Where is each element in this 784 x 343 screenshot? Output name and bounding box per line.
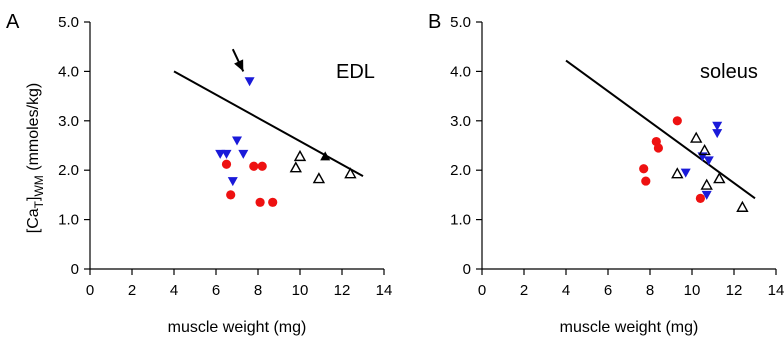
- panel-a-x-tick-label: 0: [86, 282, 94, 299]
- panel-a-point-open-triangle: [312, 172, 326, 184]
- panel-a-point-down-triangle: [244, 77, 255, 87]
- panel-b-point-open-triangle: [671, 167, 684, 179]
- y-axis-label-sub-wm: WM: [32, 175, 46, 196]
- panel-a-point-circle: [255, 197, 265, 207]
- panel-b-annotation: soleus: [700, 61, 758, 83]
- panel-a-y-tick-label: 2.0: [58, 162, 79, 179]
- panel-b-y-tick-label: 4.0: [450, 63, 471, 80]
- panel-b-point-circle: [653, 143, 664, 153]
- panel-b-y-tick-label: 0: [463, 261, 471, 278]
- panel-a: A EDL muscle weight (mg) 0 2 4 6 8 10 12 14 0 1.0…: [6, 11, 392, 336]
- panel-a-x-tick-label: 12: [334, 282, 351, 299]
- panel-a-point-circle: [257, 161, 267, 171]
- panel-a-point-circle: [249, 161, 259, 171]
- panel-b-x-tick-label: 8: [646, 282, 654, 299]
- panel-a-x-axis-label: muscle weight (mg): [168, 319, 307, 336]
- panel-a-x-tick-label: 6: [212, 282, 220, 299]
- panel-b-point-open-triangle: [736, 200, 749, 212]
- panel-a-plot-area: 0 2 4 6 8 10 12 14 0 1.0 2.0 3.0 4.0 5.0: [58, 14, 392, 299]
- panel-b-y-tick-label: 5.0: [450, 14, 471, 31]
- panel-a-x-tick-label: 10: [292, 282, 309, 299]
- panel-a-point-circle: [226, 190, 236, 200]
- panel-b-point-open-triangle: [690, 131, 703, 143]
- panel-a-point-circle: [268, 197, 278, 207]
- panel-a-point-open-triangle: [289, 161, 302, 173]
- y-axis-label-sub-t: T: [32, 200, 46, 208]
- panel-a-point-circle: [221, 159, 232, 169]
- panel-b-y-tick-label: 3.0: [450, 113, 471, 130]
- panel-a-point-open-triangle: [293, 149, 307, 162]
- panel-b-x-tick-label: 6: [604, 282, 612, 299]
- panel-b-point-down-triangle: [712, 129, 723, 139]
- panel-b-point-down-triangle: [701, 190, 712, 200]
- panel-b-x-tick-label: 10: [684, 282, 701, 299]
- panel-b-point-circle: [641, 176, 651, 186]
- y-axis-label-close: ]: [25, 197, 42, 201]
- panel-a-x-tick-label: 4: [170, 282, 178, 299]
- panel-b-x-tick-label: 12: [726, 282, 743, 299]
- panel-b-plot-area: 0 2 4 6 8 10 12 14 0 1.0 2.0 3.0 4.0 5.0: [450, 14, 784, 299]
- panel-a-point-open-triangle: [344, 167, 357, 179]
- panel-a-y-tick-label: 3.0: [58, 113, 79, 130]
- panel-b-point-open-triangle: [698, 143, 711, 156]
- panel-a-point-down-triangle: [221, 149, 232, 159]
- panel-a-arrow-head: [234, 59, 244, 72]
- panel-b-x-tick-label: 2: [520, 282, 528, 299]
- panel-a-annotation: EDL: [336, 61, 375, 83]
- panel-b-point-circle: [639, 164, 649, 174]
- panel-b-x-tick-label: 4: [562, 282, 570, 299]
- panel-b-x-axis-label: muscle weight (mg): [560, 319, 699, 336]
- y-axis-label-units: (mmoles/kg): [25, 83, 42, 175]
- panel-a-regression-line: [173, 70, 364, 178]
- panel-b-regression-line: [565, 59, 756, 200]
- panel-a-x-tick-label: 8: [254, 282, 262, 299]
- panel-a-x-tick-label: 14: [376, 282, 393, 299]
- panel-b-point-circle: [672, 116, 682, 126]
- y-axis-label: [CaT]WM (mmoles/kg): [25, 83, 46, 233]
- panel-b-point-down-triangle: [680, 168, 691, 178]
- panel-a-point-down-triangle: [232, 136, 242, 146]
- y-axis-label-open: [Ca: [25, 208, 42, 233]
- panel-b-point-open-triangle: [713, 172, 726, 184]
- panel-b-point-open-triangle: [700, 178, 713, 190]
- panel-b-x-tick-label: 14: [768, 282, 784, 299]
- panel-b-point-down-triangle: [703, 156, 714, 166]
- panel-b-letter: B: [428, 11, 441, 33]
- panel-b-point-down-triangle: [712, 121, 723, 131]
- panel-a-point-down-triangle: [227, 177, 238, 187]
- panel-b-x-tick-label: 0: [478, 282, 486, 299]
- panel-a-letter: A: [6, 11, 20, 33]
- panel-b-y-tick-label: 1.0: [450, 212, 471, 229]
- panel-b-point-circle: [695, 193, 706, 203]
- panel-a-y-tick-label: 0: [71, 261, 79, 278]
- panel-a-y-tick-label: 1.0: [58, 212, 79, 229]
- panel-a-x-tick-label: 2: [128, 282, 136, 299]
- panel-a-point-down-triangle: [215, 149, 226, 159]
- panel-a-point-filled-triangle: [320, 151, 331, 161]
- panel-b: B soleus muscle weight (mg) 0 2 4 6 8 10 12 140…: [428, 11, 784, 336]
- panel-a-y-tick-label: 5.0: [58, 14, 79, 31]
- panel-a-y-tick-label: 4.0: [58, 63, 79, 80]
- panel-b-y-tick-label: 2.0: [450, 162, 471, 179]
- panel-a-point-down-triangle: [238, 149, 249, 159]
